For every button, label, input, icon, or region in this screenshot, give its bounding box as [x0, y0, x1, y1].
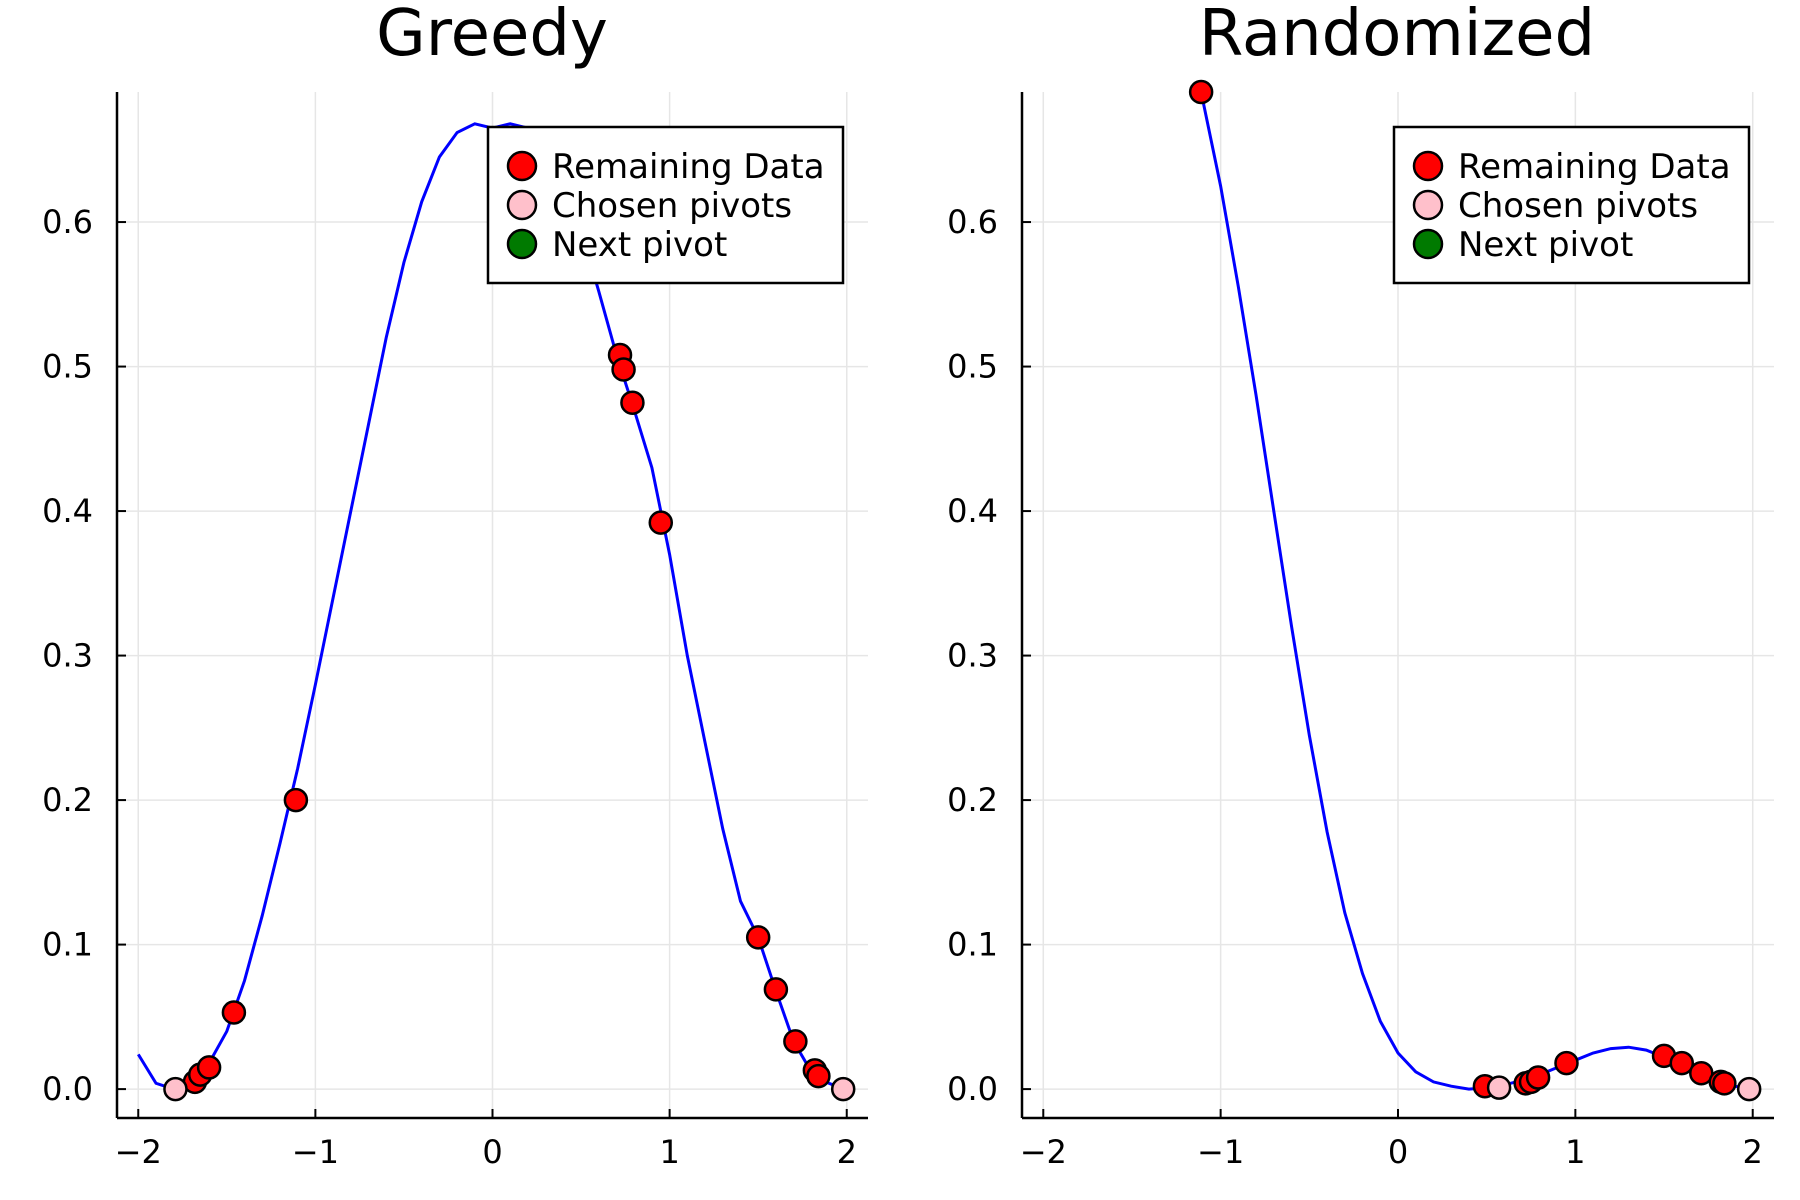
- y-tick-label: 0.4: [42, 492, 93, 530]
- legend-next-label: Next pivot: [552, 225, 727, 265]
- y-tick-label: 0.5: [42, 348, 93, 386]
- y-tick-label: 0.0: [42, 1070, 93, 1108]
- remaining-data-point: [196, 1055, 222, 1080]
- chosen-pivot-point: [1486, 1075, 1512, 1100]
- remaining-data-point: [745, 925, 771, 950]
- y-tick-label: 0.5: [947, 348, 998, 386]
- x-tick-label: 1: [1565, 1133, 1585, 1171]
- legend-chosen-marker: [1412, 189, 1444, 221]
- y-tick-label: 0.1: [947, 926, 998, 964]
- legend-next-marker: [506, 228, 538, 260]
- y-tick-label: 0.2: [947, 781, 998, 819]
- y-tick-label: 0.6: [947, 203, 998, 241]
- remaining-data-point: [806, 1063, 831, 1089]
- remaining-data-point: [1669, 1050, 1695, 1076]
- y-tick-label: 0.4: [947, 492, 998, 530]
- legend-next-marker: [1412, 228, 1444, 260]
- remaining-data-point: [1554, 1050, 1579, 1076]
- x-tick-label: −1: [292, 1133, 339, 1171]
- chosen-pivot-point: [1736, 1076, 1762, 1102]
- y-tick-label: 0.3: [42, 637, 93, 675]
- legend-chosen-marker: [506, 189, 538, 221]
- x-tick-label: 0: [1388, 1133, 1408, 1171]
- y-tick-label: 0.1: [42, 926, 93, 964]
- legend-next-label: Next pivot: [1458, 225, 1633, 265]
- legend-remaining-label: Remaining Data: [1458, 147, 1731, 187]
- chart-title: Randomized: [1199, 0, 1595, 71]
- legend-box: [486, 125, 845, 285]
- y-tick-label: 0.6: [42, 203, 93, 241]
- x-tick-label: 2: [1743, 1133, 1763, 1171]
- chosen-pivot-point: [830, 1076, 856, 1102]
- legend-box: [1392, 125, 1751, 285]
- remaining-data-point: [620, 390, 645, 415]
- legend-chosen-label: Chosen pivots: [1458, 186, 1698, 226]
- x-tick-label: −2: [1020, 1133, 1067, 1171]
- panel-1: −2 −1 0 1 2 0.0 0.1 0.2 0.3 0.4 0.5 0.6 Randomized Re…: [947, 0, 1774, 1171]
- remaining-data-point: [221, 1000, 247, 1025]
- remaining-data-point: [648, 510, 674, 535]
- remaining-data-point: [783, 1029, 808, 1054]
- remaining-data-point: [1188, 79, 1214, 105]
- x-tick-label: −1: [1197, 1133, 1244, 1171]
- remaining-data-point: [611, 357, 636, 382]
- legend-chosen-label: Chosen pivots: [552, 186, 792, 226]
- chosen-pivot-point: [163, 1076, 188, 1102]
- x-tick-label: −2: [115, 1133, 162, 1171]
- remaining-data-point: [1712, 1071, 1737, 1096]
- remaining-data-point: [1525, 1065, 1551, 1090]
- chart-title: Greedy: [376, 0, 608, 71]
- x-tick-label: 2: [837, 1133, 857, 1171]
- y-tick-label: 0.3: [947, 637, 998, 675]
- y-tick-label: 0.0: [947, 1070, 998, 1108]
- y-tick-label: 0.2: [42, 781, 93, 819]
- panel-0: −2 −1 0 1 2 0.0 0.1 0.2 0.3 0.4 0.5 0.6 Greedy Remain…: [42, 0, 868, 1171]
- x-tick-label: 0: [482, 1133, 502, 1171]
- remaining-data-point: [283, 787, 309, 813]
- legend-remaining-marker: [506, 150, 538, 182]
- remaining-data-point: [763, 977, 789, 1002]
- legend-remaining-label: Remaining Data: [552, 147, 825, 187]
- x-tick-label: 1: [659, 1133, 679, 1171]
- legend-remaining-marker: [1412, 150, 1444, 182]
